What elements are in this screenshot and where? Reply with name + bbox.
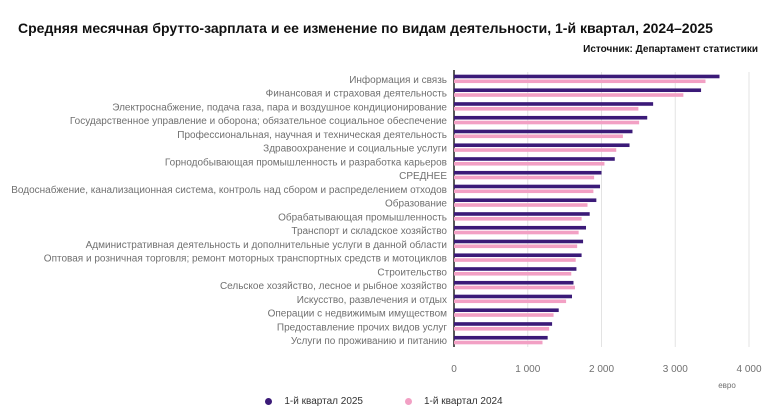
category-label: Услуги по проживанию и питанию bbox=[291, 336, 448, 347]
x-axis-unit: евро bbox=[718, 381, 736, 390]
bar-2024 bbox=[454, 271, 572, 276]
category-label: Искусство, развлечения и отдых bbox=[297, 295, 447, 306]
category-label: Здравоохранение и социальные услуги bbox=[263, 144, 447, 155]
bar-2024 bbox=[454, 93, 684, 97]
bar-2025 bbox=[454, 308, 559, 313]
bar-2025 bbox=[454, 74, 720, 79]
bar-2025 bbox=[454, 170, 602, 175]
bar-2025 bbox=[454, 88, 702, 93]
category-label: Операции с недвижимым имуществом bbox=[268, 309, 448, 320]
bar-2024 bbox=[454, 326, 550, 331]
bar-2025 bbox=[454, 184, 601, 189]
bar-2025 bbox=[454, 198, 597, 203]
bar-2025 bbox=[454, 102, 654, 106]
bar-2024 bbox=[454, 244, 578, 249]
bar-2024 bbox=[454, 79, 706, 84]
bar-2024 bbox=[454, 134, 623, 139]
legend-label-2024: 1-й квартал 2024 bbox=[424, 396, 503, 407]
x-tick-label: 0 bbox=[451, 364, 457, 375]
x-tick-label: 1 000 bbox=[515, 364, 540, 375]
chart-legend: 1-й квартал 2025 1-й квартал 2024 bbox=[0, 396, 768, 407]
category-label: Транспорт и складское хозяйство bbox=[291, 226, 447, 237]
bar-2024 bbox=[454, 299, 567, 304]
bar-2025 bbox=[454, 212, 590, 216]
category-label: Государственное управление и оборона; об… bbox=[70, 115, 448, 127]
bar-2025 bbox=[454, 322, 553, 326]
bar-2024 bbox=[454, 216, 582, 221]
bar-2024 bbox=[454, 120, 640, 125]
bar-2024 bbox=[454, 189, 594, 194]
legend-item-2024[interactable]: 1-й квартал 2024 bbox=[405, 396, 503, 407]
bar-2025 bbox=[454, 294, 572, 299]
category-label: Образование bbox=[385, 198, 447, 210]
bar-2024 bbox=[454, 230, 579, 235]
bar-2025 bbox=[454, 129, 633, 134]
bar-2024 bbox=[454, 148, 617, 152]
x-tick-label: 2 000 bbox=[589, 364, 614, 375]
legend-dot-2025 bbox=[265, 398, 273, 405]
category-label: Оптовая и розничная торговля; ремонт мот… bbox=[44, 254, 447, 265]
bar-2024 bbox=[454, 161, 605, 166]
legend-dot-2024 bbox=[405, 398, 412, 405]
x-tick-label: 4 000 bbox=[736, 364, 761, 375]
bar-2024 bbox=[454, 175, 595, 180]
category-label: Предоставление прочих видов услуг bbox=[277, 322, 447, 333]
category-label: Профессиональная, научная и техническая … bbox=[177, 129, 447, 141]
category-label: Финансовая и страховая деятельность bbox=[266, 89, 447, 100]
bar-2025 bbox=[454, 225, 587, 230]
bar-2025 bbox=[454, 267, 577, 271]
bar-2025 bbox=[454, 115, 648, 120]
bar-2025 bbox=[454, 280, 574, 285]
bar-2025 bbox=[454, 253, 582, 258]
category-label: Электроснабжение, подача газа, пара и во… bbox=[112, 101, 447, 113]
bar-2024 bbox=[454, 203, 588, 207]
bar-2025 bbox=[454, 335, 548, 340]
bar-2025 bbox=[454, 239, 584, 244]
category-label: СРЕДНЕЕ bbox=[399, 171, 447, 182]
x-tick-label: 3 000 bbox=[663, 364, 688, 375]
category-label: Сельское хозяйство, лесное и рыбное хозя… bbox=[220, 280, 447, 292]
chart-source: Источник: Департамент статистики bbox=[583, 44, 758, 55]
category-label: Обрабатывающая промышленность bbox=[278, 211, 447, 223]
bar-2025 bbox=[454, 143, 630, 148]
bar-2024 bbox=[454, 285, 575, 290]
legend-label-2025: 1-й квартал 2025 bbox=[284, 396, 363, 407]
bar-2025 bbox=[454, 157, 615, 161]
category-label: Водоснабжение, канализационная система, … bbox=[11, 184, 447, 196]
chart-title: Средняя месячная брутто-зарплата и ее из… bbox=[18, 20, 713, 36]
bar-2024 bbox=[454, 313, 554, 317]
bar-2024 bbox=[454, 106, 639, 111]
category-label: Информация и связь bbox=[349, 74, 447, 86]
category-label: Административная деятельность и дополнит… bbox=[86, 239, 447, 251]
legend-item-2025[interactable]: 1-й квартал 2025 bbox=[265, 396, 363, 407]
category-label: Горнодобывающая промышленность и разрабо… bbox=[165, 156, 447, 168]
bar-chart: Информация и связь Финансовая и страховая… bbox=[11, 70, 762, 390]
bar-2024 bbox=[454, 258, 576, 262]
category-label: Строительство bbox=[377, 267, 447, 278]
bar-2024 bbox=[454, 340, 543, 345]
